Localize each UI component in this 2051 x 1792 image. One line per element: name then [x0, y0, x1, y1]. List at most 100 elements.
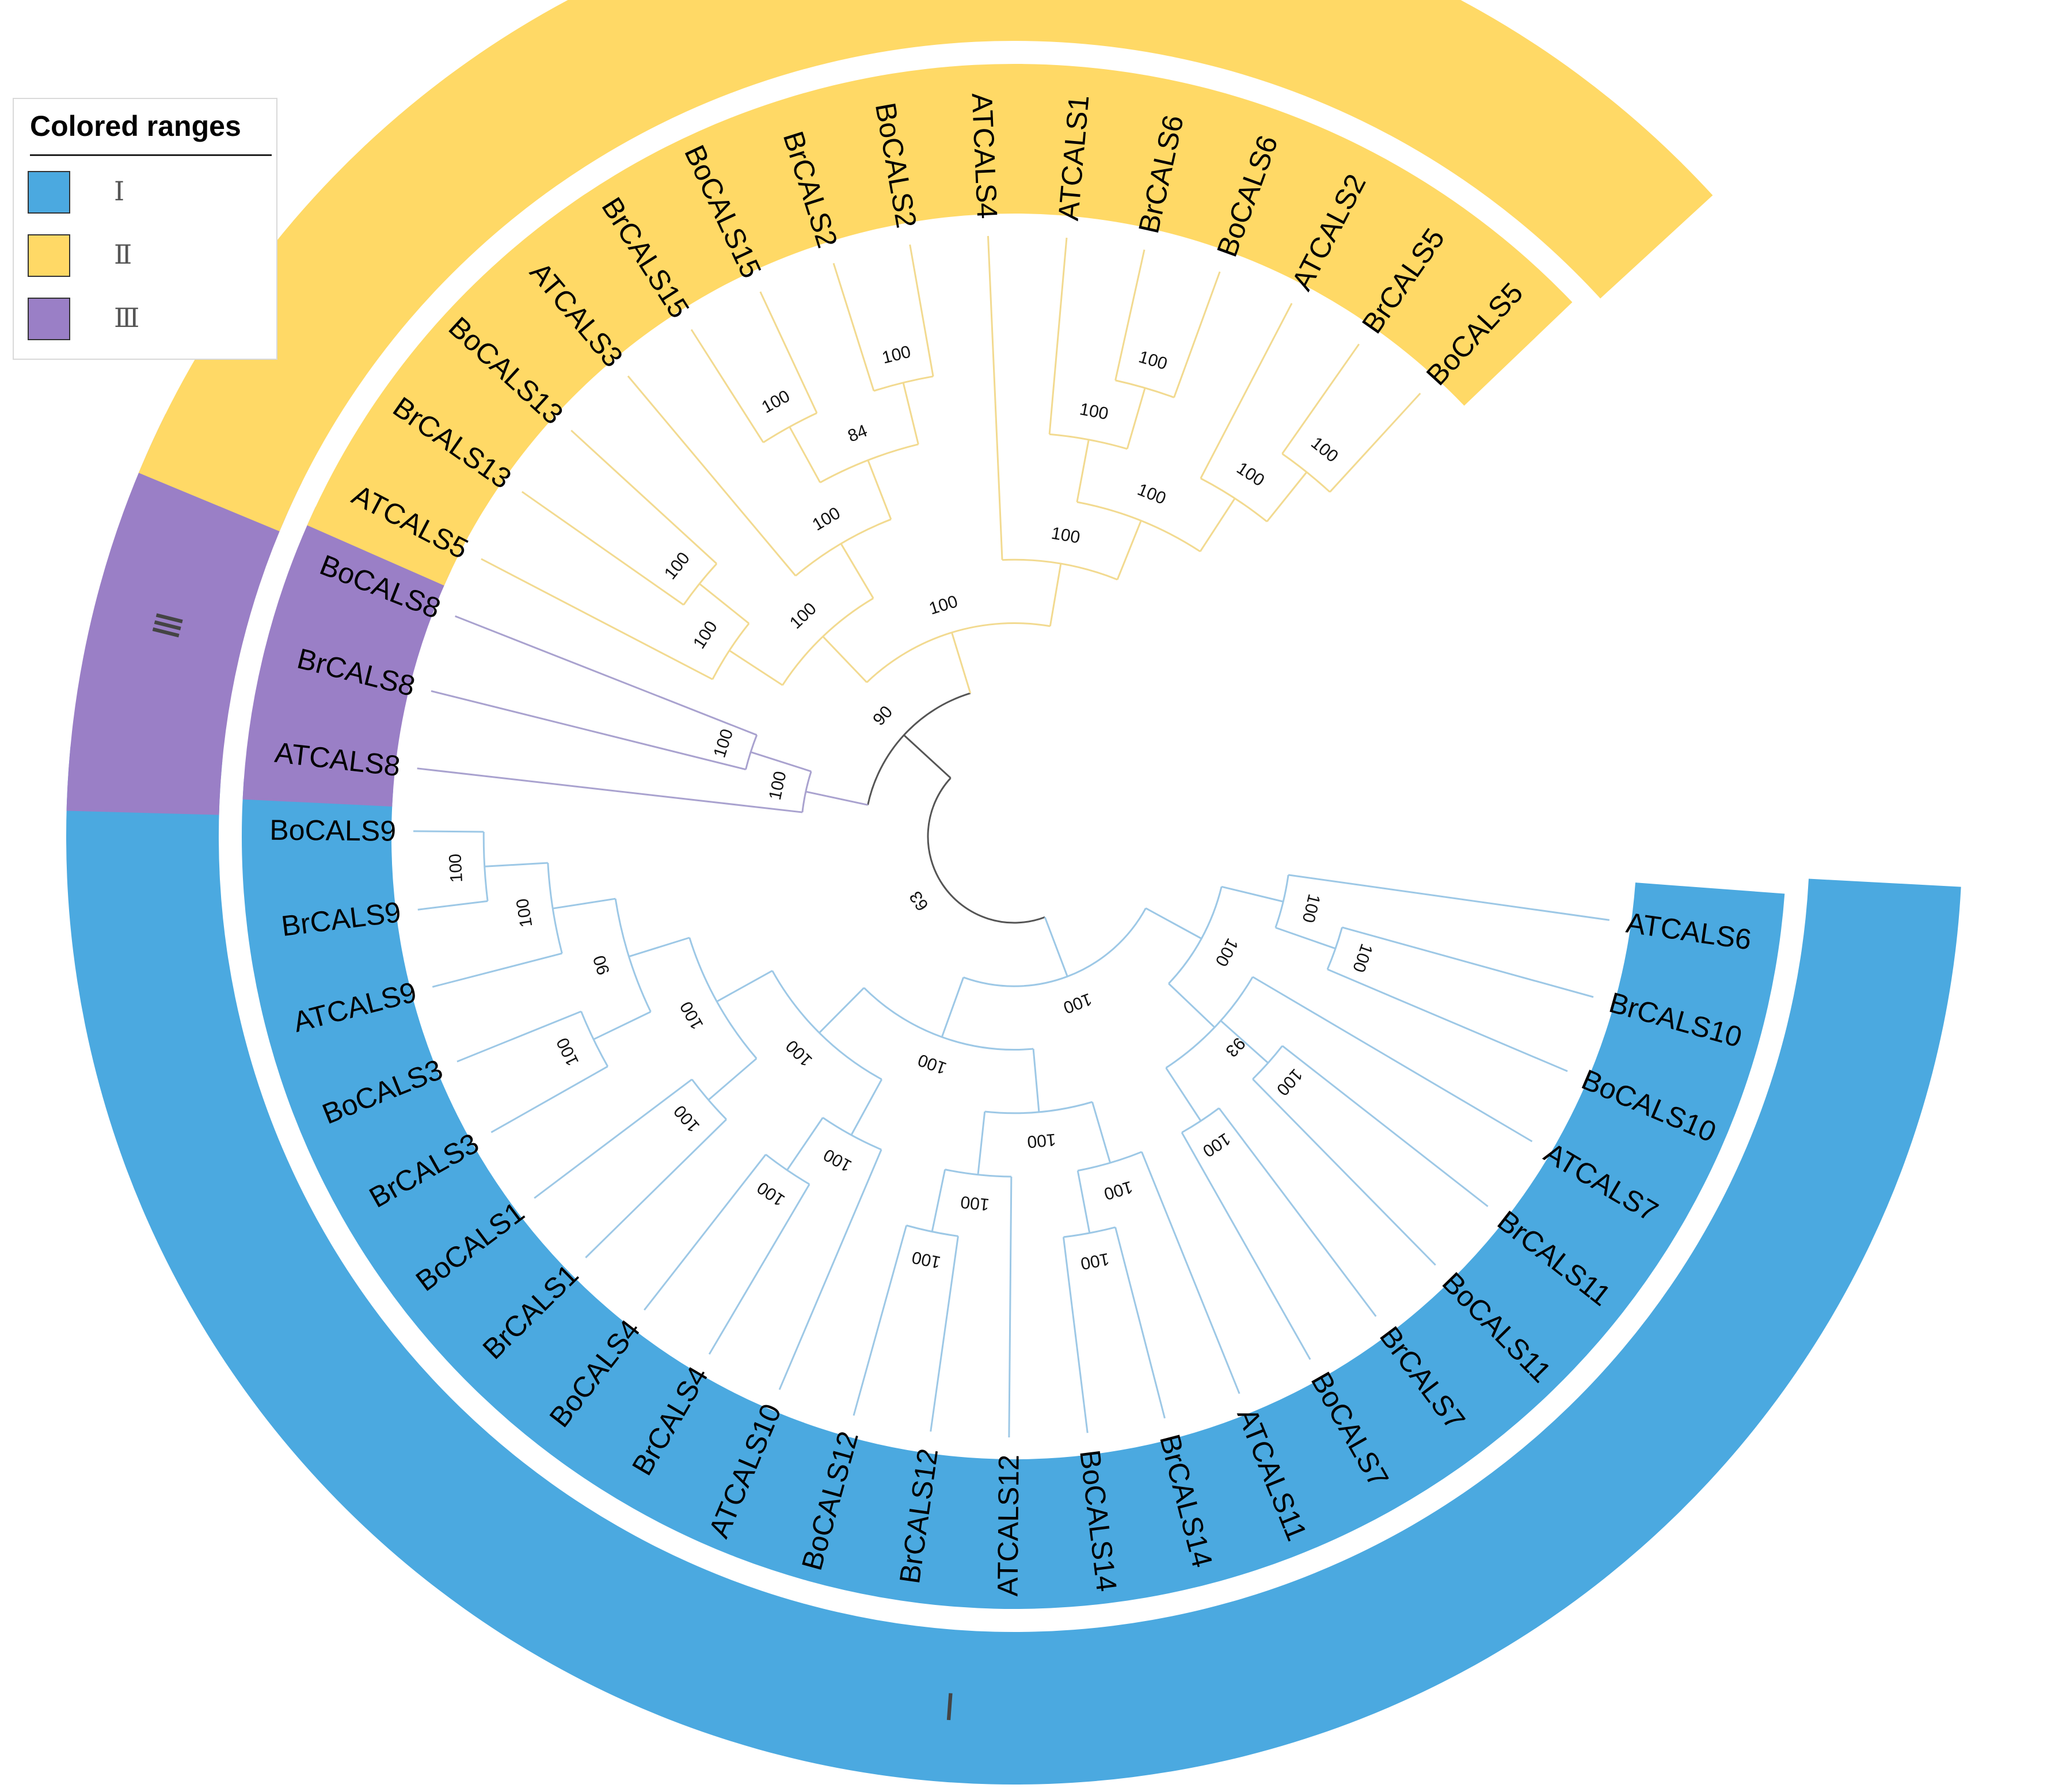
internal-branch: [1221, 885, 1284, 903]
internal-branch: [867, 459, 892, 520]
branch-arc: [801, 771, 812, 813]
support-value-layer: 63 100 100 100 100 93 100 100 100 100 100 100 100 100…: [446, 343, 1376, 1273]
legend-divider: [30, 154, 272, 156]
branch-arc: [1002, 558, 1118, 581]
branch-arc: [580, 1011, 609, 1067]
legend-panel: Colored ranges Ⅰ Ⅱ Ⅲ: [13, 98, 277, 360]
internal-branch: [786, 1117, 824, 1171]
branch-ATCALS9: [432, 952, 562, 988]
branch-BoCALS9: [413, 830, 484, 833]
branch-ATCALS3: [627, 375, 797, 577]
legend-title: Colored ranges: [30, 110, 241, 142]
branch-arc: [1165, 976, 1254, 1069]
support-value: 100: [1050, 524, 1082, 547]
branch-BoCALS1: [534, 1078, 692, 1199]
branch-BoCALS3: [456, 1010, 582, 1063]
branch-arc: [1281, 453, 1331, 493]
leaf-label-ATCALS4: ATCALS4: [966, 92, 1003, 219]
branch-arc: [1077, 1151, 1142, 1172]
internal-branch: [1116, 520, 1142, 580]
internal-branch: [716, 969, 773, 1003]
internal-branch: [840, 543, 874, 599]
clade-1-outer-ring: [66, 746, 1961, 1785]
internal-branch: [699, 583, 750, 625]
legend-label-clade-2: Ⅱ: [114, 239, 132, 270]
support-value: 100: [1273, 1065, 1306, 1099]
support-value: 100: [513, 897, 536, 929]
branch-arc: [795, 518, 892, 577]
support-value: 100: [782, 1036, 816, 1070]
branch-arc: [1274, 874, 1289, 928]
internal-branch: [819, 987, 865, 1034]
branch-BoCALS15: [759, 291, 818, 414]
branch-BrCALS9: [417, 900, 488, 911]
legend-swatch-clade-3: [28, 298, 70, 340]
branch-BoCALS5: [1329, 393, 1421, 493]
internal-branch: [941, 977, 965, 1038]
internal-branch: [1032, 1048, 1040, 1112]
branch-ATCALS11: [1141, 1151, 1241, 1394]
branch-arc: [771, 970, 882, 1080]
support-value: 100: [915, 1050, 949, 1078]
internal-branch: [1168, 983, 1216, 1028]
support-value: 100: [1299, 892, 1324, 924]
branch-ATCALS4: [987, 235, 1003, 560]
internal-branch: [484, 862, 548, 868]
internal-branch: [850, 1079, 883, 1136]
branch-arc: [683, 563, 718, 606]
support-value: 100: [1026, 1130, 1057, 1151]
internal-branch: [1165, 1067, 1202, 1122]
branch-BrCALS14: [1114, 1227, 1166, 1419]
branch-BoCALS11: [1252, 1078, 1436, 1266]
branch-BrCALS13: [521, 490, 684, 606]
branch-arc: [1200, 477, 1268, 523]
legend-label-clade-3: Ⅲ: [114, 302, 140, 333]
support-value: 100: [553, 1034, 583, 1068]
internal-branch: [1126, 387, 1146, 450]
clade-outer-ring-layer: [66, 0, 1961, 1785]
legend-item-clade-1: Ⅰ: [28, 171, 269, 217]
branch-BrCALS3: [490, 1066, 608, 1133]
internal-branch: [977, 1111, 986, 1175]
branch-BoCALS7: [1181, 1132, 1311, 1360]
support-value: 100: [927, 592, 960, 618]
support-value: 100: [1135, 480, 1169, 508]
clade-3-outer-ring: [138, 0, 1713, 532]
branch-arc: [873, 375, 934, 392]
support-value: 100: [1349, 941, 1376, 975]
branch-arc: [963, 907, 1147, 987]
branch-BoCALS8: [455, 615, 758, 736]
internal-branch: [750, 751, 812, 773]
support-value: 100: [766, 770, 790, 802]
support-value: 84: [845, 421, 870, 446]
branch-arc: [688, 937, 758, 1059]
internal-branch: [1275, 927, 1336, 950]
branch-arc: [711, 623, 750, 680]
branch-arc: [1049, 433, 1128, 450]
support-value: 100: [1079, 1249, 1110, 1273]
branch-BrCALS12: [930, 1236, 959, 1432]
support-value: 100: [1307, 433, 1342, 466]
internal-branch: [902, 382, 919, 445]
branch-arc: [1115, 379, 1175, 398]
branch-arc: [691, 1079, 727, 1120]
legend-label-clade-1: Ⅰ: [114, 176, 125, 207]
branch-BoCALS10: [1327, 968, 1568, 1072]
branch-arc: [927, 777, 1045, 924]
branch-arc: [1326, 927, 1343, 970]
support-value: 100: [880, 343, 912, 368]
internal-branch: [1091, 1101, 1112, 1163]
branch-arc: [547, 862, 563, 954]
support-value: 100: [1136, 347, 1169, 374]
support-value: 100: [1102, 1177, 1135, 1204]
branch-BrCALS1: [585, 1118, 727, 1258]
leaf-label-BoCALS9: BoCALS9: [269, 814, 396, 847]
support-value: 100: [670, 1101, 703, 1135]
legend-swatch-clade-2: [28, 234, 70, 277]
support-value: 90: [869, 702, 896, 729]
support-value: 100: [910, 1247, 942, 1272]
support-value: 100: [786, 599, 820, 633]
branch-arc: [1181, 1107, 1220, 1133]
branch-BoCALS12: [853, 1225, 908, 1416]
branch-arc: [866, 622, 1051, 683]
